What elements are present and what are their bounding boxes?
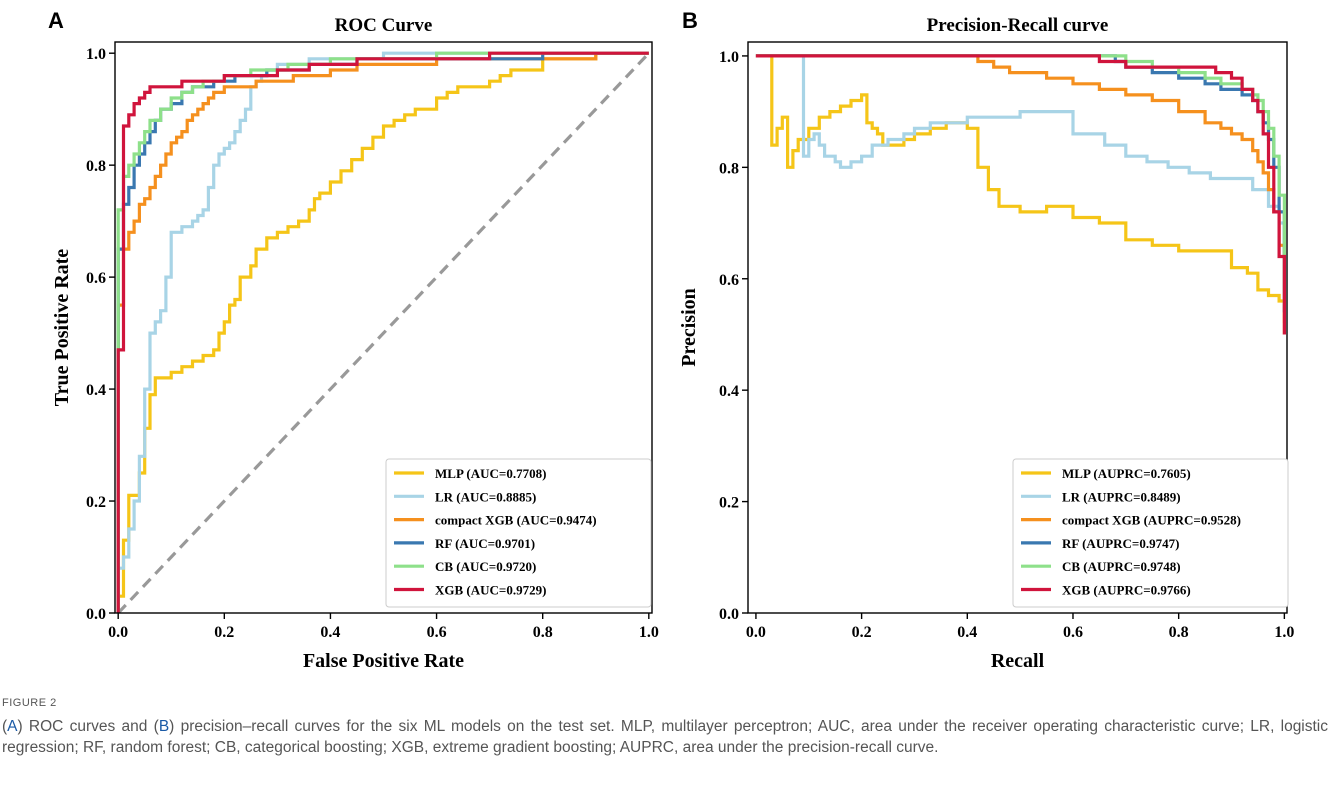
x-tick-label: 1.0: [639, 624, 659, 641]
series-line-lr: [801, 55, 1286, 313]
panel-letter: B: [682, 8, 698, 33]
chance-diagonal-line: [117, 52, 650, 613]
x-tick-label: 0.6: [1063, 624, 1083, 641]
figure-caption: FIGURE 2 (A) ROC curves and (B) precisio…: [2, 697, 1328, 758]
x-tick-label: 0.0: [746, 624, 766, 641]
legend-label: compact XGB (AUC=0.9474): [435, 513, 597, 528]
y-tick-label: 0.6: [86, 270, 106, 287]
x-axis-label: False Positive Rate: [303, 650, 464, 672]
caption-panel-link[interactable]: B: [158, 718, 170, 735]
series-line-xgb: [116, 51, 649, 613]
legend-label: CB (AUPRC=0.9748): [1062, 559, 1181, 574]
y-tick-label: 0.6: [719, 272, 739, 289]
series-line-mlp: [116, 51, 649, 613]
series-group: [755, 54, 1286, 335]
precision-recall-chart: B Precision-Recall curve 0.0 0.2 0.4 0.6 0.8 1.…: [678, 8, 1294, 672]
figure-label: FIGURE 2: [2, 697, 57, 709]
roc-chart: A ROC Curve 0.0 0.2 0.4 0.6 0.8 1.0 0.0 0.2 0.4 0.6…: [48, 8, 659, 672]
plot-frame: [114, 41, 653, 614]
chart-title: Precision-Recall curve: [927, 15, 1109, 36]
legend: MLP (AUPRC=0.7605) LR (AUPRC=0.8489) compa…: [1012, 458, 1289, 608]
series-line-rf: [755, 54, 1286, 313]
caption-segment: ) precision–recall curves for the six ML…: [2, 718, 1329, 756]
panel-letter: A: [48, 8, 64, 33]
series-line-cb: [755, 54, 1286, 307]
legend-label: compact XGB (AUPRC=0.9528): [1062, 513, 1241, 528]
legend-label: RF (AUC=0.9701): [435, 536, 535, 551]
x-axis-label: Recall: [991, 650, 1045, 672]
legend-label: MLP (AUC=0.7708): [435, 466, 546, 481]
plot-frame: [747, 41, 1288, 614]
caption-text: (A) ROC curves and (B) precision–recall …: [2, 716, 1328, 758]
y-tick-label: 0.2: [86, 494, 106, 511]
caption-panel-link[interactable]: A: [7, 718, 18, 735]
legend-label: LR (AUC=0.8885): [435, 489, 536, 504]
series-line-xgb: [755, 54, 1286, 335]
legend-label: RF (AUPRC=0.9747): [1062, 536, 1179, 551]
y-tick-label: 0.8: [86, 158, 106, 175]
x-tick-label: 0.8: [533, 624, 553, 641]
y-tick-label: 0.2: [719, 495, 739, 512]
series-line-compact-xgb: [116, 51, 649, 613]
chart-title: ROC Curve: [335, 15, 433, 36]
x-tick-label: 0.2: [214, 624, 234, 641]
series-line-mlp: [770, 55, 1286, 324]
legend-label: XGB (AUPRC=0.9766): [1062, 583, 1191, 598]
y-tick-label: 0.4: [86, 382, 106, 399]
legend-label: CB (AUC=0.9720): [435, 559, 536, 574]
caption-segment: (: [2, 718, 8, 735]
y-tick-label: 0.0: [86, 606, 106, 623]
x-tick-label: 0.6: [427, 624, 447, 641]
legend-label: XGB (AUC=0.9729): [435, 583, 546, 598]
legend: MLP (AUC=0.7708) LR (AUC=0.8885) compact X…: [385, 458, 652, 608]
x-tick-label: 0.2: [852, 624, 872, 641]
y-axis-label: Precision: [678, 288, 700, 367]
y-tick-label: 0.4: [719, 383, 739, 400]
series-group: [116, 51, 650, 613]
legend-label: MLP (AUPRC=0.7605): [1062, 466, 1191, 481]
y-tick-label: 0.8: [719, 160, 739, 177]
series-line-cb: [116, 51, 649, 613]
x-tick-label: 0.4: [957, 624, 977, 641]
y-axis-label: True Positive Rate: [51, 249, 73, 406]
x-tick-label: 0.4: [320, 624, 340, 641]
x-tick-label: 1.0: [1274, 624, 1294, 641]
x-tick-label: 0.8: [1169, 624, 1189, 641]
x-tick-label: 0.0: [108, 624, 128, 641]
y-tick-label: 0.0: [719, 606, 739, 623]
legend-box: [385, 458, 652, 608]
y-tick-label: 1.0: [86, 46, 106, 63]
legend-label: LR (AUPRC=0.8489): [1062, 489, 1181, 504]
legend-box: [1012, 458, 1289, 608]
y-tick-label: 1.0: [719, 49, 739, 66]
caption-segment: ) ROC curves and (: [17, 718, 159, 735]
series-line-compact-xgb: [755, 54, 1286, 335]
